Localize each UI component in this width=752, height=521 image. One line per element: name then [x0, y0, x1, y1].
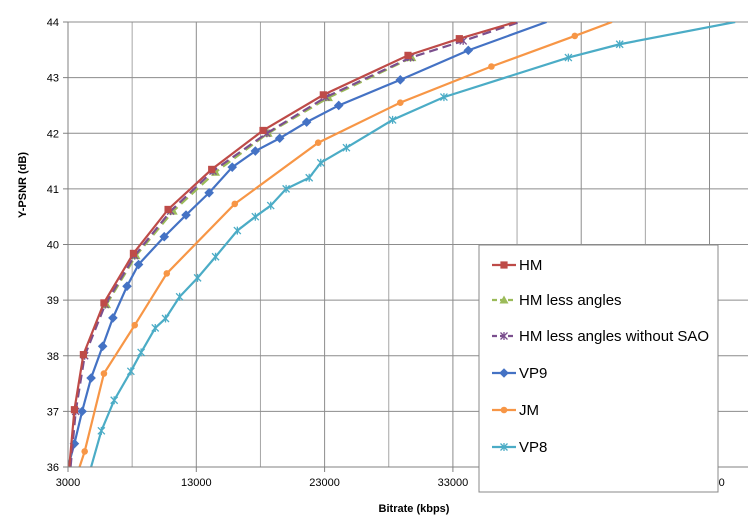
data-point [100, 370, 108, 377]
data-point [70, 406, 79, 414]
series-hm [68, 22, 517, 467]
data-point [314, 139, 322, 147]
data-point [181, 210, 191, 220]
series-layer [68, 22, 736, 467]
data-point [97, 426, 106, 435]
data-point [122, 281, 132, 292]
series-vp9 [68, 22, 547, 467]
legend-marker [499, 368, 509, 378]
legend-label: HM [519, 257, 542, 274]
data-point [97, 341, 108, 352]
data-point [159, 231, 170, 242]
data-point [615, 40, 624, 49]
data-point [131, 321, 139, 329]
data-point [305, 173, 314, 182]
legend-entry: HM less angles without SAO [492, 328, 709, 345]
x-axis-title: Bitrate (kbps) [379, 503, 450, 515]
data-point [164, 205, 172, 214]
legend-label: VP8 [519, 439, 547, 456]
data-point [488, 63, 495, 70]
data-point [266, 201, 275, 210]
series-line [90, 22, 736, 467]
legend-entry: VP9 [492, 365, 547, 382]
legend-entry: JM [492, 402, 539, 419]
data-point [175, 292, 184, 301]
legend-box [478, 244, 719, 493]
data-point [137, 348, 146, 357]
legend-label: HM less angles without SAO [519, 328, 709, 345]
data-point [397, 99, 404, 106]
y-tick-label: 39 [47, 295, 59, 307]
data-point [86, 373, 96, 383]
data-point [79, 351, 87, 359]
legend-marker [499, 295, 509, 304]
legend-entry: VP8 [492, 439, 547, 456]
data-point [126, 367, 135, 376]
data-point [108, 313, 118, 323]
y-tick-label: 44 [47, 17, 59, 29]
data-point [342, 143, 351, 152]
y-tick-label: 36 [47, 462, 59, 474]
data-point [395, 75, 406, 85]
legend-label: JM [519, 402, 539, 419]
data-point [319, 91, 327, 99]
legend-marker [500, 406, 508, 414]
data-point [388, 115, 397, 124]
data-point [564, 53, 573, 62]
data-point [316, 158, 325, 167]
data-point [233, 226, 242, 235]
data-point [161, 314, 170, 323]
data-point [231, 200, 239, 208]
x-tick-label: 23000 [309, 477, 340, 489]
x-tick-label: 33000 [438, 477, 469, 489]
data-point [100, 299, 108, 307]
y-tick-label: 42 [47, 128, 59, 140]
y-axis-title: Y-PSNR (dB) [17, 152, 29, 218]
series-line [69, 22, 520, 467]
y-tick-label: 38 [47, 351, 59, 363]
data-point [211, 252, 220, 261]
legend-entry: HM [492, 257, 542, 274]
data-point [133, 259, 144, 270]
legend-marker [500, 261, 508, 269]
series-line [68, 22, 517, 467]
data-point [77, 406, 87, 417]
y-tick-label: 43 [47, 73, 59, 85]
y-tick-label: 37 [47, 406, 59, 418]
legend-marker [500, 332, 508, 340]
y-tick-label: 40 [47, 240, 59, 252]
data-point [81, 448, 88, 455]
data-point [129, 249, 138, 257]
legend-label: VP9 [519, 365, 547, 382]
data-point [259, 126, 267, 135]
data-point [301, 117, 312, 127]
data-point [227, 162, 238, 172]
data-point [571, 32, 579, 40]
data-point [163, 270, 171, 277]
data-point [251, 212, 260, 221]
data-point [463, 45, 474, 56]
data-point [204, 187, 214, 198]
data-point [193, 273, 202, 282]
data-point [439, 93, 448, 102]
legend-marker [500, 443, 508, 451]
data-point [208, 165, 216, 174]
series-jm [78, 22, 613, 467]
y-tick-label: 41 [47, 184, 59, 196]
legend: HM HM less angles HM less angles without S… [478, 244, 719, 493]
data-point [110, 396, 119, 405]
legend-entry: HM less angles [492, 292, 622, 309]
data-point [274, 133, 285, 144]
data-point [333, 100, 344, 111]
series-vp8 [90, 22, 736, 467]
legend-label: HM less angles [519, 292, 622, 309]
data-point [404, 51, 412, 59]
x-tick-label: 3000 [56, 477, 80, 489]
data-point [151, 323, 160, 332]
x-tick-label: 13000 [181, 477, 212, 489]
data-point [282, 184, 291, 193]
data-point [250, 146, 261, 156]
data-point [455, 35, 463, 43]
